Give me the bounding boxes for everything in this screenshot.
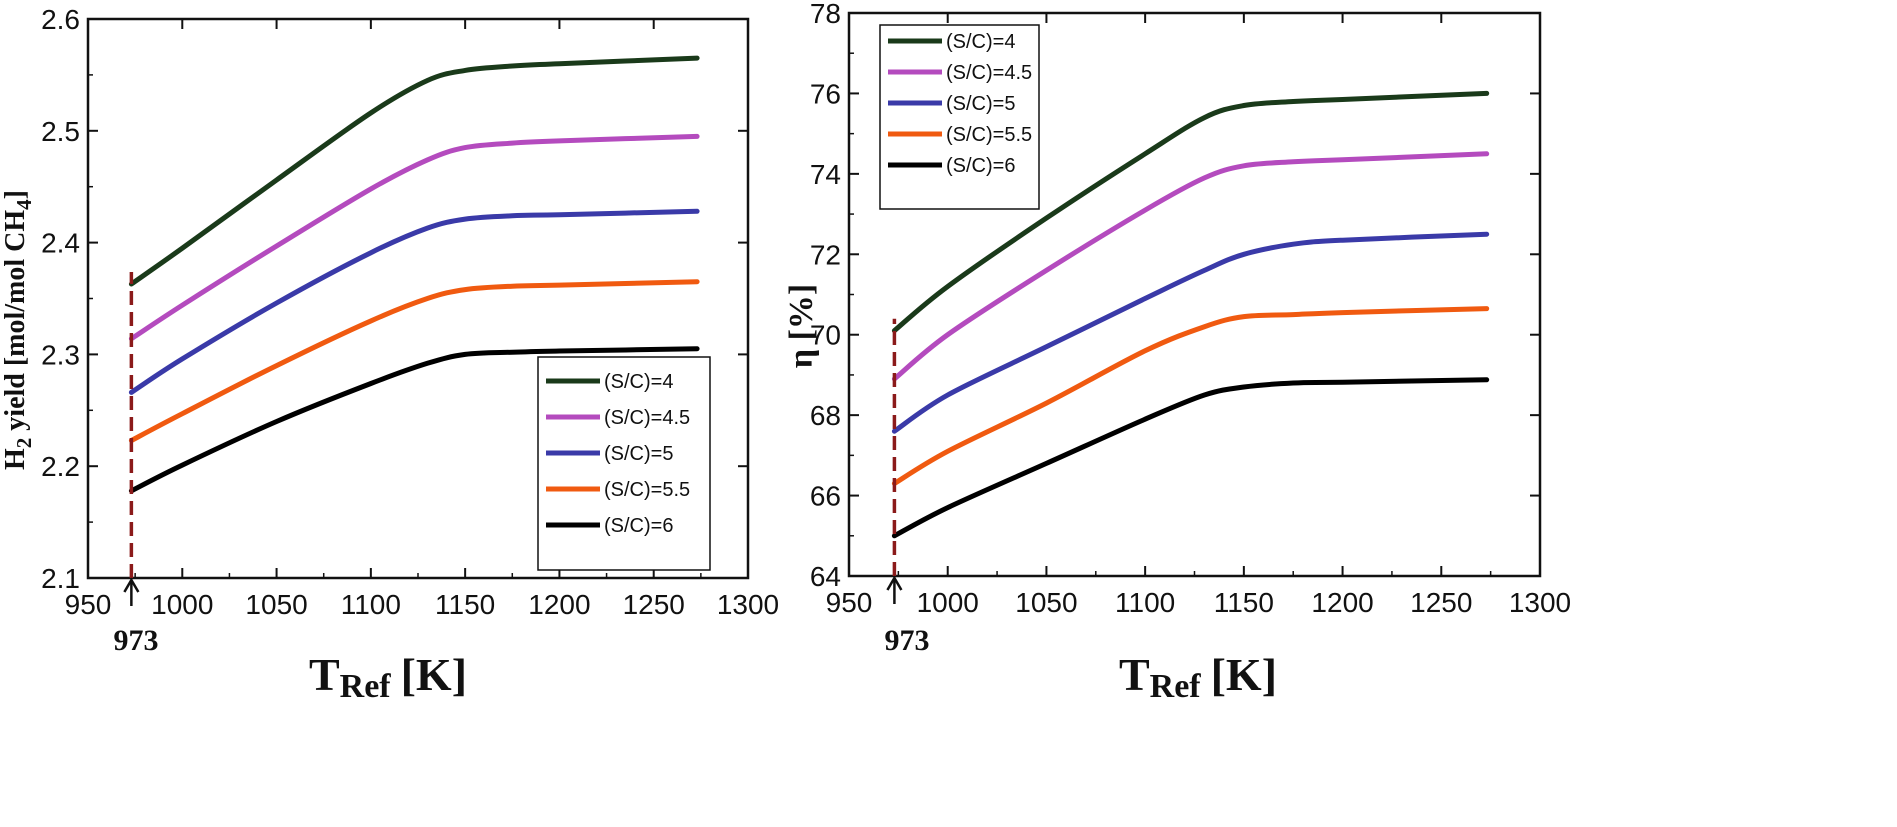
- series-line: [891, 377, 1490, 539]
- y-tick-label: 70: [810, 320, 841, 351]
- chart-panel-efficiency: η [%] TRef [K] 973 950 1000 1050 1100 1150 120…: [783, 0, 1571, 705]
- y-tick-label: 2.6: [41, 4, 80, 35]
- legend-label: (S/C)=6: [604, 515, 673, 537]
- series-line: [891, 306, 1490, 486]
- reference-label: 973: [885, 624, 930, 657]
- series-line: [128, 133, 700, 342]
- y-tick-label: 2.4: [41, 228, 80, 259]
- legend-label: (S/C)=5: [604, 443, 673, 465]
- y-tick-label: 2.5: [41, 116, 80, 147]
- legend-label: (S/C)=4.5: [604, 407, 690, 429]
- x-tick-label: 950: [65, 589, 112, 620]
- x-tick-label: 1300: [1509, 587, 1571, 618]
- y-tick-label: 78: [810, 0, 841, 29]
- series-line: [128, 279, 700, 443]
- y-tick-label: 2.3: [41, 339, 80, 370]
- legend-label: (S/C)=5.5: [946, 124, 1032, 146]
- x-tick-label: 1100: [1115, 587, 1175, 618]
- x-tick-label: 1000: [917, 587, 979, 618]
- x-tick-label: 1250: [623, 589, 685, 620]
- x-tick-label: 1150: [1214, 587, 1274, 618]
- y-axis-title: η [%]: [783, 284, 820, 368]
- x-tick-label: 1050: [1015, 587, 1077, 618]
- x-tick-label: 1050: [245, 589, 307, 620]
- y-tick-label: 66: [810, 481, 841, 512]
- legend-label: (S/C)=5: [946, 93, 1015, 115]
- chart-panel-h2-yield: H2 yield [mol/mol CH4] TRef [K] 973 950 10…: [0, 4, 779, 705]
- x-tick-label: 1150: [435, 589, 495, 620]
- y-tick-label: 64: [810, 561, 841, 592]
- series-line: [128, 346, 700, 494]
- series-line: [891, 231, 1490, 434]
- legend: (S/C)=4 (S/C)=4.5 (S/C)=5 (S/C)=5.5 (S/C)=6: [537, 356, 711, 571]
- series-line: [891, 151, 1490, 382]
- legend-label: (S/C)=4.5: [946, 62, 1032, 84]
- x-tick-label: 1300: [717, 589, 779, 620]
- y-tick-label: 68: [810, 400, 841, 431]
- legend-label: (S/C)=4: [604, 371, 673, 393]
- series-line: [128, 55, 700, 287]
- y-tick-label: 2.2: [41, 451, 80, 482]
- x-axis-title: TRef [K]: [1119, 649, 1277, 705]
- y-tick-label: 76: [810, 78, 841, 109]
- x-tick-label: 1250: [1410, 587, 1472, 618]
- legend-box: [537, 356, 711, 571]
- legend-label: (S/C)=5.5: [604, 479, 690, 501]
- legend-box: [879, 24, 1040, 210]
- reference-label: 973: [114, 624, 159, 657]
- y-tick-label: 2.1: [41, 563, 80, 594]
- legend-label: (S/C)=6: [946, 155, 1015, 177]
- series-line: [128, 208, 700, 395]
- y-tick-label: 72: [810, 239, 841, 270]
- y-axis-title: H2 yield [mol/mol CH4]: [0, 190, 36, 470]
- reference-arrowhead: [886, 575, 903, 591]
- x-tick-label: 1100: [341, 589, 401, 620]
- legend: (S/C)=4 (S/C)=4.5 (S/C)=5 (S/C)=5.5 (S/C)=6: [879, 24, 1040, 210]
- x-tick-label: 950: [826, 587, 873, 618]
- x-axis-title: TRef [K]: [309, 649, 467, 705]
- x-tick-label: 1000: [151, 589, 213, 620]
- x-tick-label: 1200: [528, 589, 590, 620]
- legend-label: (S/C)=4: [946, 31, 1015, 53]
- y-tick-label: 74: [810, 159, 841, 190]
- x-tick-label: 1200: [1311, 587, 1373, 618]
- series-line: [891, 90, 1490, 334]
- reference-arrowhead: [123, 577, 140, 593]
